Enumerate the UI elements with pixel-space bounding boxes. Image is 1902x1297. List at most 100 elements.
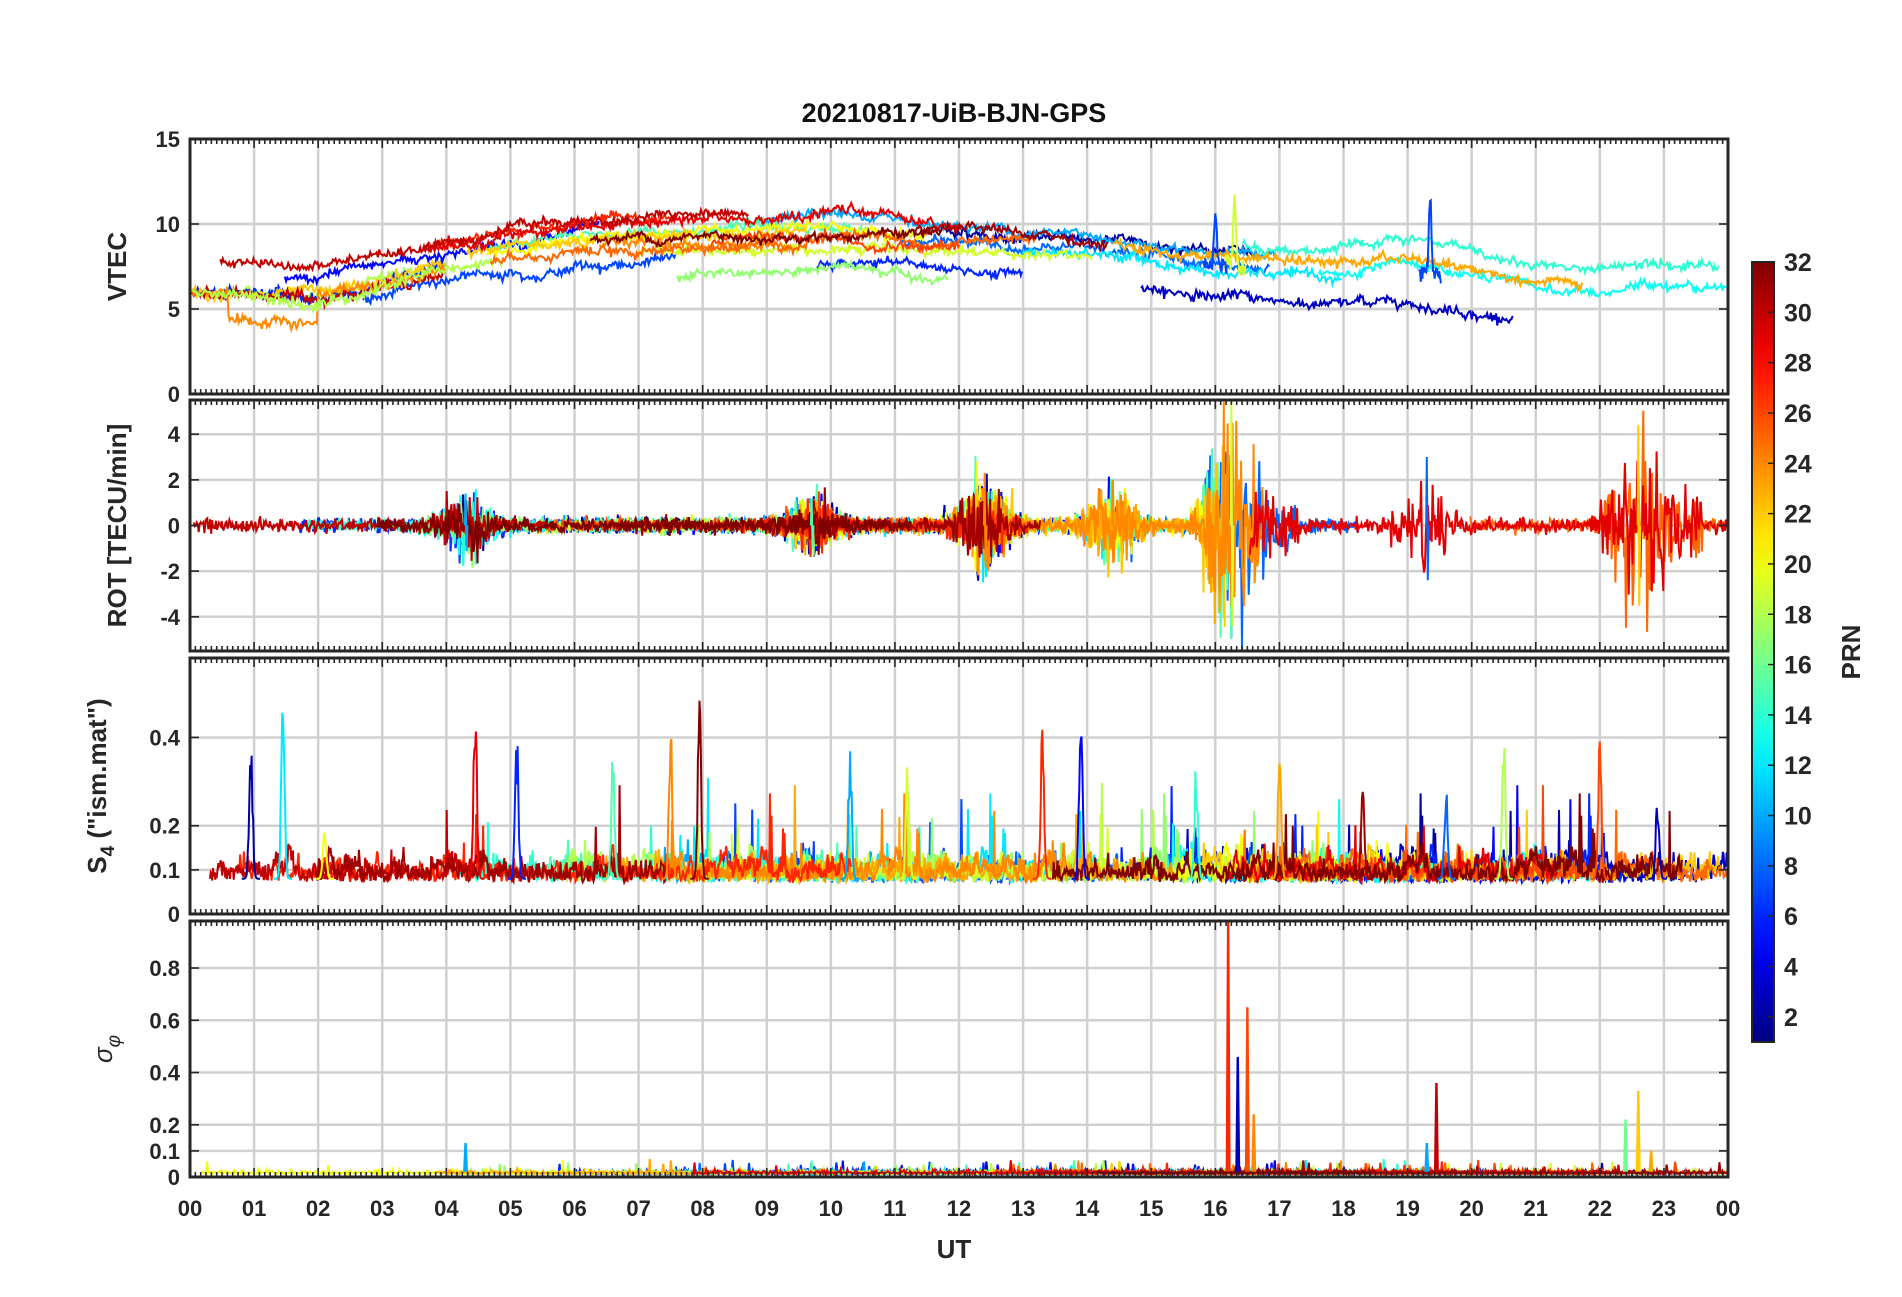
y-label-sub: φ	[104, 1035, 125, 1047]
s4-peak	[603, 761, 623, 880]
s4-peak	[1071, 736, 1090, 880]
vtec-trace-prn	[676, 258, 950, 287]
y-tick-labels-sigma_phi: 00.10.2 0.4 0.6 0.8	[149, 956, 180, 1190]
panel-rot: -4 -2 0 2 4 ROT [TECU/min]	[102, 398, 1730, 653]
x-tick-label: 15	[1139, 1196, 1163, 1221]
s4-peak	[898, 767, 917, 880]
s4-trace-prn	[1051, 793, 1683, 885]
y-tick-label: 0.2	[149, 1113, 180, 1138]
x-tick-label: 20	[1459, 1196, 1483, 1221]
s4-peak	[315, 832, 334, 880]
s4-peak	[1353, 791, 1372, 880]
sigma-spike	[1433, 1082, 1439, 1172]
x-tick-label: 10	[819, 1196, 843, 1221]
s4-peak	[690, 700, 709, 880]
s4-trace-prn	[662, 793, 1175, 886]
x-tick-label: 17	[1267, 1196, 1291, 1221]
panel-sigma_phi: 00.10.2 0.4 0.6 0.8 σφ	[88, 919, 1730, 1190]
vtec-trace-prn	[219, 206, 750, 273]
x-tick-label: 11	[883, 1196, 906, 1221]
y-tick-label: -2	[160, 559, 180, 584]
colorbar-tick-label: 16	[1784, 652, 1812, 680]
y-tick-label: 2	[168, 468, 180, 493]
colorbar-gradient	[1751, 261, 1775, 1043]
y-tick-label: 5	[168, 297, 180, 322]
x-tick-label: 00	[178, 1196, 202, 1221]
sigma-spike	[1424, 1142, 1430, 1172]
x-tick-label: 06	[562, 1196, 586, 1221]
y-tick-label: 0.4	[149, 725, 180, 750]
colorbar-tick-label: 2	[1784, 1004, 1798, 1032]
s4-peak	[1648, 807, 1667, 880]
y-label-rest: ("ism.mat")	[82, 698, 112, 845]
y-axis-label-vtec: VTEC	[102, 232, 132, 302]
rot-trace-prn	[869, 401, 1268, 607]
vtec-trace-prn	[485, 216, 927, 258]
x-tick-labels: 00 01 02 03 04 05 06 07 08 09 10 11 12 13 14 15 16 17 18 19…	[178, 1196, 1740, 1221]
sigma-spike	[1648, 1150, 1654, 1172]
y-axis-label-rot: ROT [TECU/min]	[102, 424, 132, 628]
x-tick-label: 09	[755, 1196, 779, 1221]
sigma-trace-prn	[1095, 1162, 1369, 1177]
vtec-trace-prn	[1140, 284, 1514, 326]
x-tick-label: 08	[690, 1196, 714, 1221]
rot-burst	[463, 493, 469, 552]
x-tick-label: 03	[370, 1196, 394, 1221]
ticks-vtec	[189, 138, 1729, 395]
colorbar-tick-label: 6	[1784, 903, 1798, 931]
y-tick-label: 0.8	[149, 956, 180, 981]
y-tick-label: 0.6	[149, 1008, 180, 1033]
panels: 0 5 10 15 VTEC -4 -2 0 2 4 ROT [TECU/min] 0 0.1 0.2 0.…	[82, 127, 1730, 1190]
x-tick-label: 18	[1331, 1196, 1355, 1221]
y-tick-label: 10	[156, 212, 180, 237]
colorbar-tick-label: 22	[1784, 501, 1812, 529]
x-tick-label: 23	[1652, 1196, 1676, 1221]
y-tick-label: 0	[168, 1165, 180, 1190]
series-s4	[208, 700, 1728, 886]
colorbar-tick-label: 30	[1784, 299, 1812, 327]
sigma-spike	[1251, 1114, 1257, 1172]
x-tick-label: 01	[242, 1196, 266, 1221]
s4-peak	[241, 755, 261, 880]
y-tick-label: -4	[160, 605, 180, 630]
s4-peak	[1033, 729, 1052, 880]
series-vtec	[190, 194, 1728, 334]
x-tick-label: 19	[1395, 1196, 1419, 1221]
y-tick-labels-rot: -4 -2 0 2 4	[160, 422, 180, 630]
x-tick-label: 22	[1588, 1196, 1612, 1221]
colorbar-tick-label: 26	[1784, 400, 1812, 428]
ticks-sigma_phi	[189, 921, 1729, 1178]
panel-s4: 0 0.1 0.2 0.4 S4 ("ism.mat")	[82, 656, 1730, 927]
y-tick-label: 0.1	[149, 858, 180, 883]
sigma-spike	[1244, 1007, 1250, 1172]
y-axis-label-sigma_phi: σφ	[88, 1035, 125, 1063]
colorbar-tick-label: 10	[1784, 803, 1812, 831]
y-tick-label: 4	[168, 422, 181, 447]
s4-peak	[273, 712, 293, 880]
vtec-trace-prn	[422, 200, 963, 255]
y-tick-labels-vtec: 0 5 10 15	[156, 127, 180, 407]
sigma-spike	[1235, 1056, 1241, 1172]
sigma-spike	[1225, 921, 1231, 1172]
rot-trace-prn	[305, 501, 786, 567]
colorbar-tick-label: 8	[1784, 853, 1798, 881]
rot-burst	[809, 498, 815, 548]
y-tick-label: 15	[156, 127, 180, 152]
vtec-trace-prn	[1112, 237, 1584, 294]
y-tick-label: 0	[168, 514, 180, 539]
y-tick-label: 0	[168, 382, 180, 407]
y-label-main: S	[82, 856, 112, 873]
series-sigma_phi	[200, 921, 1728, 1177]
colorbar-tick-label: 32	[1784, 249, 1812, 277]
y-tick-labels-s4: 0 0.1 0.2 0.4	[149, 725, 180, 927]
rot-burst	[1636, 425, 1642, 606]
x-tick-label: 14	[1075, 1196, 1100, 1221]
y-tick-label: 0.2	[149, 814, 180, 839]
s4-peak	[1436, 794, 1456, 880]
sigma-spike	[1635, 1090, 1641, 1172]
rot-trace-prn	[192, 490, 549, 561]
y-label-main: σ	[88, 1046, 118, 1063]
rot-burst	[1111, 479, 1116, 563]
x-tick-label: 12	[947, 1196, 971, 1221]
x-tick-label: 02	[306, 1196, 330, 1221]
